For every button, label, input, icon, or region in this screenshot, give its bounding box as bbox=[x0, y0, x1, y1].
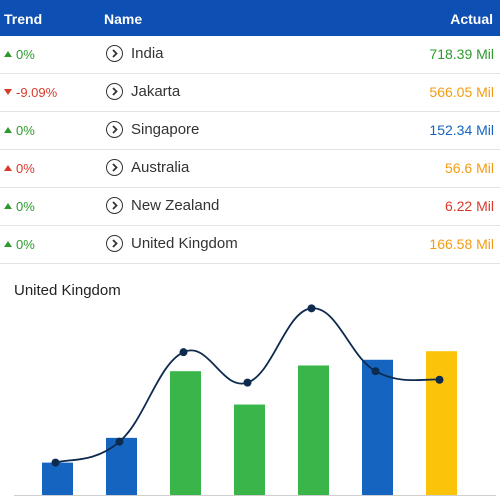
chevron-right-circle-icon[interactable] bbox=[106, 83, 123, 100]
trend-arrow-icon bbox=[4, 51, 12, 57]
trend-value: 0% bbox=[16, 47, 35, 62]
chevron-right-circle-icon[interactable] bbox=[106, 235, 123, 252]
actual-cell: 566.05 Mil bbox=[429, 84, 494, 100]
chart-bar bbox=[362, 359, 393, 495]
trend-value: -9.09% bbox=[16, 85, 58, 100]
line-point bbox=[371, 367, 380, 376]
combo-chart bbox=[14, 304, 496, 496]
trend-cell: 0% bbox=[4, 199, 35, 214]
column-header-trend[interactable]: Trend bbox=[4, 11, 43, 27]
table-row[interactable]: 0% Australia 56.6 Mil bbox=[0, 150, 500, 188]
actual-cell: 56.6 Mil bbox=[444, 160, 494, 176]
chart-bar bbox=[234, 404, 265, 495]
chart-title: United Kingdom bbox=[14, 282, 121, 299]
name-cell: Singapore bbox=[131, 121, 200, 138]
table-row[interactable]: 0% Singapore 152.34 Mil bbox=[0, 112, 500, 150]
chevron-right-circle-icon[interactable] bbox=[106, 197, 123, 214]
table-row[interactable]: 0% India 718.39 Mil bbox=[0, 36, 500, 74]
table-header: Trend Name Actual bbox=[0, 0, 500, 36]
trend-cell: 0% bbox=[4, 47, 35, 62]
table-row[interactable]: 0% United Kingdom 166.58 Mil bbox=[0, 226, 500, 264]
line-point bbox=[115, 437, 124, 446]
trend-arrow-icon bbox=[4, 89, 12, 95]
trend-arrow-icon bbox=[4, 241, 12, 247]
line-point bbox=[243, 378, 252, 387]
trend-value: 0% bbox=[16, 237, 35, 252]
column-header-name[interactable]: Name bbox=[104, 11, 143, 27]
trend-arrow-icon bbox=[4, 165, 12, 171]
trend-value: 0% bbox=[16, 161, 35, 176]
trend-value: 0% bbox=[16, 123, 35, 138]
chart-bar bbox=[42, 462, 73, 495]
trend-cell: 0% bbox=[4, 161, 35, 176]
trend-arrow-icon bbox=[4, 203, 12, 209]
trend-arrow-icon bbox=[4, 127, 12, 133]
actual-cell: 166.58 Mil bbox=[429, 236, 494, 252]
actual-cell: 152.34 Mil bbox=[429, 122, 494, 138]
chart-bar bbox=[170, 371, 201, 495]
table-body: 0% India 718.39 Mil -9.09% Jakarta 566.0… bbox=[0, 36, 500, 264]
chart-bar bbox=[298, 365, 329, 495]
table-row[interactable]: 0% New Zealand 6.22 Mil bbox=[0, 188, 500, 226]
name-cell: India bbox=[131, 45, 164, 62]
trend-cell: -9.09% bbox=[4, 85, 57, 100]
chart-bar bbox=[106, 437, 137, 495]
actual-cell: 718.39 Mil bbox=[429, 46, 494, 62]
name-cell: Australia bbox=[131, 159, 190, 176]
name-cell: Jakarta bbox=[131, 83, 181, 100]
chevron-right-circle-icon[interactable] bbox=[106, 159, 123, 176]
actual-cell: 6.22 Mil bbox=[444, 198, 494, 214]
table-row[interactable]: -9.09% Jakarta 566.05 Mil bbox=[0, 74, 500, 112]
name-cell: New Zealand bbox=[131, 197, 220, 214]
trend-cell: 0% bbox=[4, 237, 35, 252]
chevron-right-circle-icon[interactable] bbox=[106, 45, 123, 62]
column-header-actual[interactable]: Actual bbox=[450, 11, 493, 27]
chevron-right-circle-icon[interactable] bbox=[106, 121, 123, 138]
line-point bbox=[435, 375, 444, 384]
trend-cell: 0% bbox=[4, 123, 35, 138]
name-cell: United Kingdom bbox=[131, 235, 238, 252]
line-point bbox=[307, 304, 316, 313]
trend-value: 0% bbox=[16, 199, 35, 214]
line-point bbox=[51, 458, 60, 467]
chart-bar bbox=[426, 351, 457, 495]
line-point bbox=[179, 348, 188, 357]
